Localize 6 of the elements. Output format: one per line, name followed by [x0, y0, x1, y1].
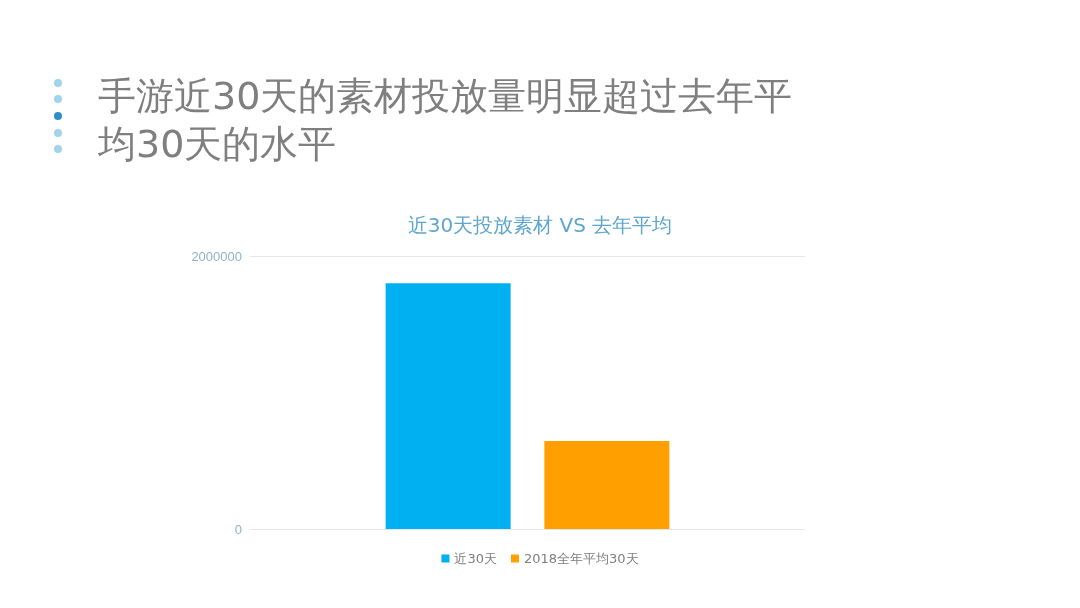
chart-title: 手游近30天的素材投放量明显超过去年平均30天的水平 — [98, 73, 794, 168]
y-tick-label: 2000000 — [191, 248, 242, 264]
y-tick-label: 0 — [234, 521, 242, 537]
legend-label: 近30天 — [454, 551, 497, 566]
chart-subtitle: 近30天投放素材 VS 去年平均 — [407, 213, 673, 237]
legend-label: 2018全年平均30天 — [523, 551, 639, 566]
